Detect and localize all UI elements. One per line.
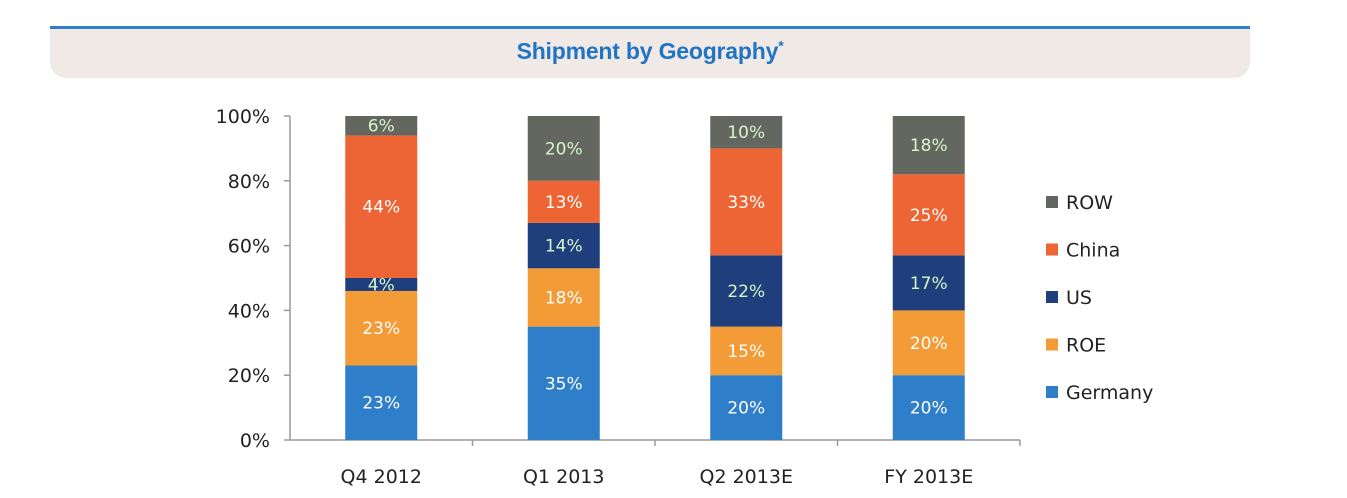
data-label: 18% [910,136,948,156]
data-label: 23% [362,394,400,414]
bar-segment-china [892,174,965,256]
data-label: 4% [368,275,395,295]
data-label: 25% [910,206,948,226]
y-tick-label: 80% [228,171,270,193]
bar-segment-us [527,222,600,269]
data-label: 13% [545,193,583,213]
legend-label-us: US [1066,287,1092,309]
y-tick-label: 20% [228,365,270,387]
x-category-label: Q4 2012 [341,466,422,488]
bar-segment-germany [527,326,600,440]
bar-segment-row [892,116,965,175]
legend-label-row: ROW [1066,192,1113,214]
legend-swatch-germany [1046,386,1058,398]
data-label: 17% [910,274,948,294]
data-label: 20% [727,399,765,419]
y-tick-label: 40% [228,300,270,322]
data-label: 15% [727,342,765,362]
bar-segment-china [527,180,600,223]
data-label: 20% [910,334,948,354]
bar-segment-us [892,255,965,311]
bar-segment-china [345,135,418,278]
data-label: 33% [727,193,765,213]
legend-label-germany: Germany [1066,382,1153,404]
chart-title-bar: Shipment by Geography* [50,26,1250,78]
bar-segment-germany [345,365,418,440]
legend-swatch-us [1046,291,1058,303]
x-category-label: Q1 2013 [523,466,604,488]
x-category-label: FY 2013E [884,466,973,488]
bar-segment-row [345,116,418,136]
data-label: 22% [727,282,765,302]
legend-swatch-row [1046,196,1058,208]
data-label: 20% [545,139,583,159]
data-label: 20% [910,399,948,419]
legend-swatch-china [1046,243,1058,256]
y-tick-label: 60% [228,236,270,258]
title-footnote-mark: * [778,37,784,54]
legend-swatch-roe [1046,338,1058,351]
bar-segment-row [527,116,600,181]
bar-segment-roe [710,326,783,376]
bar-segment-roe [345,290,418,366]
chart-title: Shipment by Geography* [516,37,784,64]
bar-segment-roe [527,268,600,327]
legend-label-china: China [1066,240,1120,262]
x-category-label: Q2 2013E [700,466,793,488]
data-label: 10% [727,123,765,143]
bar-segment-us [345,278,418,291]
bar-segment-germany [710,375,783,440]
y-tick-label: 0% [240,430,270,452]
bar-segment-china [710,148,783,256]
data-label: 44% [362,198,400,218]
bar-segment-germany [892,375,965,440]
data-label: 14% [545,237,583,257]
data-label: 6% [368,117,395,137]
legend-label-roe: ROE [1066,335,1106,357]
bar-segment-us [710,255,783,327]
data-label: 23% [362,319,400,339]
bar-segment-row [710,116,783,149]
bar-segment-roe [892,310,965,376]
data-label: 35% [545,374,583,394]
y-tick-label: 100% [216,106,270,128]
data-label: 18% [545,288,583,308]
